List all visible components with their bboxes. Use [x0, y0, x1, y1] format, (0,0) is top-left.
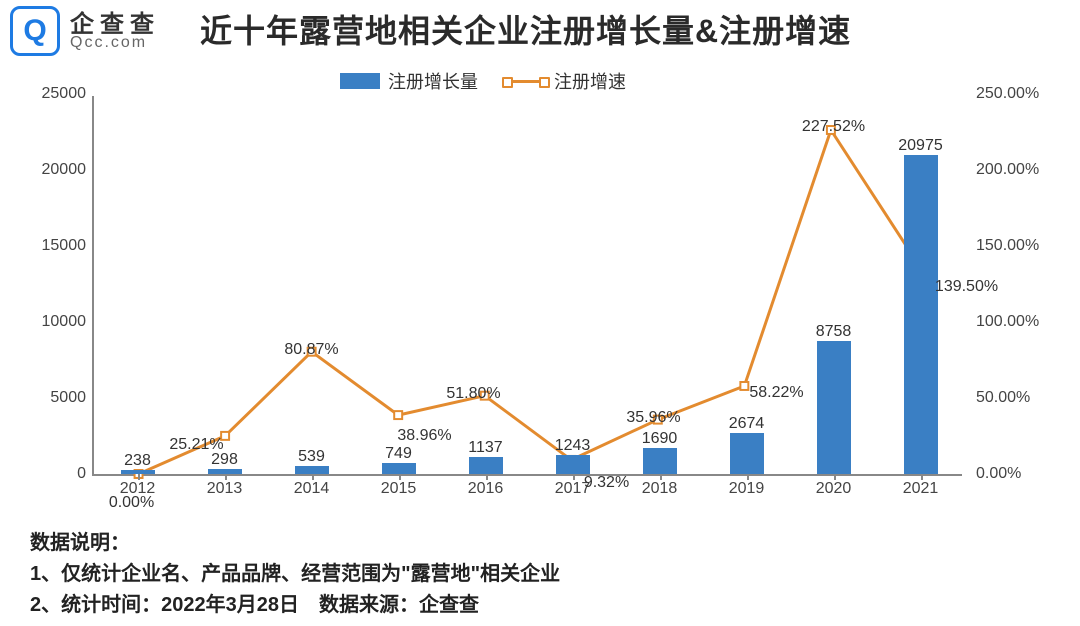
- y1-tick: 25000: [42, 85, 95, 103]
- logo-icon: Q: [10, 6, 60, 56]
- line-value-label: 25.21%: [169, 436, 223, 454]
- x-label: 2019: [729, 474, 765, 498]
- legend: 注册增长量 注册增速: [340, 70, 626, 92]
- line-marker: [394, 411, 402, 419]
- chart-title: 近十年露营地相关企业注册增长量&注册增速: [200, 6, 851, 52]
- line-value-label: 227.52%: [802, 118, 865, 136]
- header: Q 企查查 Qcc.com 近十年露营地相关企业注册增长量&注册增速: [0, 0, 1080, 66]
- line-marker: [740, 382, 748, 390]
- bar-value-label: 8758: [816, 323, 852, 341]
- x-label: 2014: [294, 474, 330, 498]
- line-value-label: 139.50%: [935, 278, 998, 296]
- bar: [295, 466, 329, 474]
- bar-value-label: 1137: [468, 439, 502, 457]
- x-label: 2015: [381, 474, 417, 498]
- bar: [643, 448, 677, 474]
- chart-plot: 05000100001500020000250000.00%50.00%100.…: [92, 96, 962, 476]
- line-value-label: 51.80%: [446, 385, 500, 403]
- bar: [208, 469, 242, 474]
- bar: [121, 470, 155, 474]
- bar-value-label: 238: [124, 452, 151, 470]
- line-value-label: 38.96%: [397, 427, 451, 445]
- y1-tick: 10000: [42, 313, 95, 331]
- x-label: 2018: [642, 474, 678, 498]
- line-value-label: 9.32%: [584, 474, 629, 492]
- bar-value-label: 749: [385, 445, 412, 463]
- legend-label-bar: 注册增长量: [388, 68, 478, 94]
- bar-value-label: 298: [211, 451, 238, 469]
- x-label: 2016: [468, 474, 504, 498]
- bar: [469, 457, 503, 474]
- x-label: 2013: [207, 474, 243, 498]
- bar: [382, 463, 416, 474]
- y2-tick: 0.00%: [962, 465, 1021, 483]
- bar-value-label: 20975: [898, 137, 943, 155]
- y2-tick: 150.00%: [962, 237, 1039, 255]
- notes-heading: 数据说明：: [30, 528, 560, 559]
- bar-value-label: 539: [298, 448, 325, 466]
- line-path: [139, 130, 918, 474]
- y1-tick: 0: [77, 465, 94, 483]
- legend-swatch-bar: [340, 73, 380, 89]
- line-value-label: 80.87%: [284, 341, 338, 359]
- legend-swatch-line: [506, 80, 546, 83]
- bar: [817, 341, 851, 474]
- notes-line-1: 1、仅统计企业名、产品品牌、经营范围为"露营地"相关企业: [30, 559, 560, 590]
- bar: [730, 433, 764, 474]
- y1-tick: 20000: [42, 161, 95, 179]
- bar: [556, 455, 590, 474]
- x-label: 2020: [816, 474, 852, 498]
- data-notes: 数据说明： 1、仅统计企业名、产品品牌、经营范围为"露营地"相关企业 2、统计时…: [30, 528, 560, 621]
- line-value-label: 35.96%: [626, 409, 680, 427]
- x-label: 2021: [903, 474, 939, 498]
- y1-tick: 15000: [42, 237, 95, 255]
- line-value-label: 58.22%: [749, 384, 803, 402]
- y1-tick: 5000: [50, 389, 94, 407]
- bar-value-label: 2674: [729, 415, 765, 433]
- brand-name-en: Qcc.com: [70, 34, 147, 52]
- y2-tick: 250.00%: [962, 85, 1039, 103]
- bar: [904, 155, 938, 474]
- bar-value-label: 1690: [642, 430, 678, 448]
- line-value-label: 0.00%: [109, 494, 154, 512]
- bar-value-label: 1243: [555, 437, 591, 455]
- y2-tick: 200.00%: [962, 161, 1039, 179]
- y2-tick: 50.00%: [962, 389, 1030, 407]
- notes-line-2: 2、统计时间：2022年3月28日 数据来源：企查查: [30, 590, 560, 621]
- y2-tick: 100.00%: [962, 313, 1039, 331]
- legend-label-line: 注册增速: [554, 68, 626, 94]
